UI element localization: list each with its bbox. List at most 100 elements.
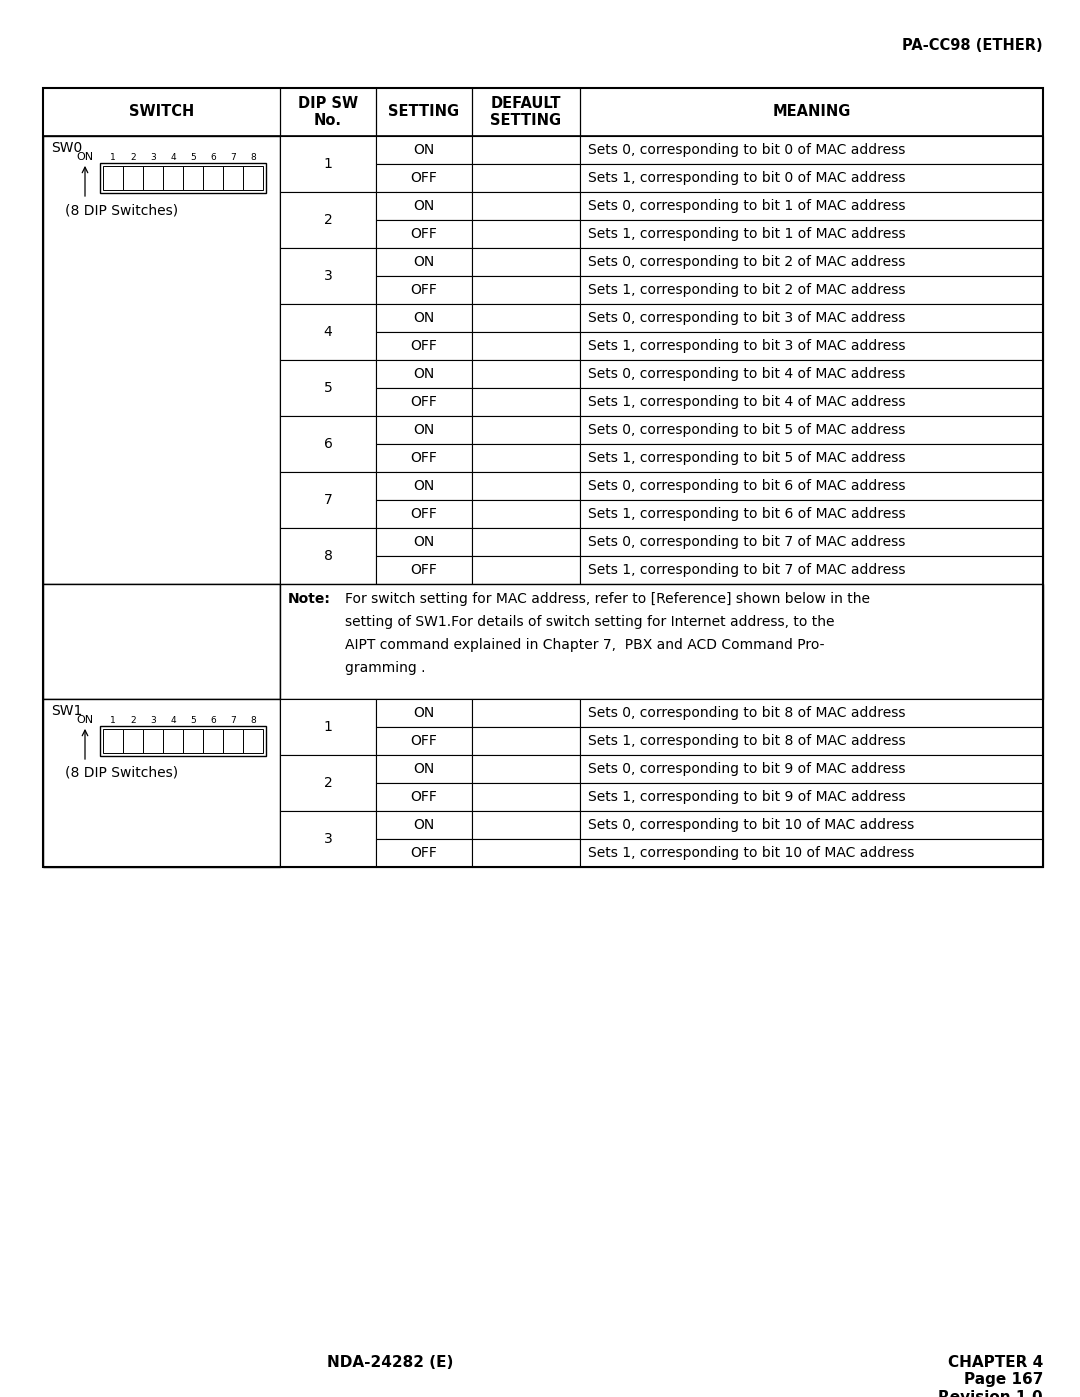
Text: Sets 1, corresponding to bit 4 of MAC address: Sets 1, corresponding to bit 4 of MAC ad…	[588, 395, 905, 409]
Text: 7: 7	[324, 493, 333, 507]
Text: NDA-24282 (E): NDA-24282 (E)	[327, 1355, 454, 1370]
Text: OFF: OFF	[410, 847, 437, 861]
Text: ON: ON	[414, 479, 434, 493]
Bar	[580, 754, 1043, 782]
Text: Sets 0, corresponding to bit 0 of MAC address: Sets 0, corresponding to bit 0 of MAC ad…	[588, 142, 905, 156]
Text: OFF: OFF	[410, 507, 437, 521]
Text: 4: 4	[171, 154, 176, 162]
Text: Sets 1, corresponding to bit 10 of MAC address: Sets 1, corresponding to bit 10 of MAC a…	[588, 847, 915, 861]
Bar	[376, 782, 472, 812]
Bar	[580, 305, 1043, 332]
Bar	[143, 166, 163, 190]
Bar	[243, 166, 264, 190]
Text: OFF: OFF	[410, 733, 437, 747]
Text: 3: 3	[324, 833, 333, 847]
Text: Sets 1, corresponding to bit 5 of MAC address: Sets 1, corresponding to bit 5 of MAC ad…	[588, 451, 905, 465]
Bar	[203, 729, 222, 753]
Bar	[376, 332, 472, 360]
Text: 2: 2	[324, 775, 333, 789]
Bar	[376, 698, 472, 726]
Bar	[472, 219, 580, 249]
Text: MEANING: MEANING	[772, 105, 851, 120]
Bar	[472, 136, 580, 163]
Bar	[280, 305, 376, 360]
Bar	[280, 754, 376, 812]
Text: 7: 7	[230, 717, 235, 725]
Text: Sets 0, corresponding to bit 4 of MAC address: Sets 0, corresponding to bit 4 of MAC ad…	[588, 367, 905, 381]
Text: 1: 1	[324, 719, 333, 733]
Bar	[280, 249, 376, 305]
Text: Sets 1, corresponding to bit 3 of MAC address: Sets 1, corresponding to bit 3 of MAC ad…	[588, 339, 905, 353]
Bar	[472, 840, 580, 868]
Text: setting of SW1.For details of switch setting for Internet address, to the: setting of SW1.For details of switch set…	[345, 615, 835, 629]
Bar	[472, 191, 580, 219]
Bar	[222, 729, 243, 753]
Bar	[580, 191, 1043, 219]
Bar	[376, 528, 472, 556]
Bar	[472, 500, 580, 528]
Bar	[376, 500, 472, 528]
Text: OFF: OFF	[410, 395, 437, 409]
Text: SWITCH: SWITCH	[129, 105, 194, 120]
Bar	[43, 88, 1043, 868]
Text: SW0: SW0	[51, 141, 82, 155]
Bar	[580, 528, 1043, 556]
Text: Sets 0, corresponding to bit 8 of MAC address: Sets 0, corresponding to bit 8 of MAC ad…	[588, 705, 905, 719]
Bar	[100, 726, 266, 756]
Bar	[123, 166, 143, 190]
Bar	[376, 191, 472, 219]
Bar	[580, 163, 1043, 191]
Bar	[376, 388, 472, 416]
Text: CHAPTER 4
Page 167
Revision 1.0: CHAPTER 4 Page 167 Revision 1.0	[939, 1355, 1043, 1397]
Text: 2: 2	[131, 154, 136, 162]
Bar	[472, 812, 580, 840]
Text: 4: 4	[324, 326, 333, 339]
Text: OFF: OFF	[410, 339, 437, 353]
Bar	[376, 840, 472, 868]
Bar	[472, 305, 580, 332]
Bar	[580, 698, 1043, 726]
Bar	[376, 136, 472, 163]
Bar	[43, 584, 280, 698]
Text: ON: ON	[414, 761, 434, 775]
Text: 2: 2	[131, 717, 136, 725]
Text: DEFAULT
SETTING: DEFAULT SETTING	[490, 96, 562, 129]
Text: Sets 1, corresponding to bit 8 of MAC address: Sets 1, corresponding to bit 8 of MAC ad…	[588, 733, 906, 747]
Bar	[143, 729, 163, 753]
Bar	[280, 472, 376, 528]
Bar	[123, 729, 143, 753]
Bar	[376, 444, 472, 472]
Bar	[472, 163, 580, 191]
Bar	[580, 444, 1043, 472]
Bar	[376, 360, 472, 388]
Bar	[280, 416, 376, 472]
Text: ON: ON	[414, 312, 434, 326]
Bar	[580, 136, 1043, 163]
Bar	[472, 416, 580, 444]
Text: 3: 3	[324, 270, 333, 284]
Bar	[103, 729, 123, 753]
Text: ON: ON	[76, 715, 93, 725]
Text: ON: ON	[414, 705, 434, 719]
Text: OFF: OFF	[410, 451, 437, 465]
Text: 6: 6	[324, 437, 333, 451]
Bar	[376, 416, 472, 444]
Text: 4: 4	[171, 717, 176, 725]
Bar	[376, 305, 472, 332]
Bar	[472, 528, 580, 556]
Bar	[580, 556, 1043, 584]
Text: 6: 6	[211, 717, 216, 725]
Bar	[580, 249, 1043, 277]
Bar	[580, 332, 1043, 360]
Bar	[472, 444, 580, 472]
Bar	[43, 88, 1043, 136]
Text: 7: 7	[230, 154, 235, 162]
Bar	[376, 812, 472, 840]
Bar	[280, 191, 376, 249]
Bar	[580, 416, 1043, 444]
Text: (8 DIP Switches): (8 DIP Switches)	[65, 203, 178, 217]
Text: OFF: OFF	[410, 789, 437, 805]
Bar	[100, 163, 266, 193]
Text: gramming .: gramming .	[345, 661, 426, 675]
Text: Sets 0, corresponding to bit 10 of MAC address: Sets 0, corresponding to bit 10 of MAC a…	[588, 819, 915, 833]
